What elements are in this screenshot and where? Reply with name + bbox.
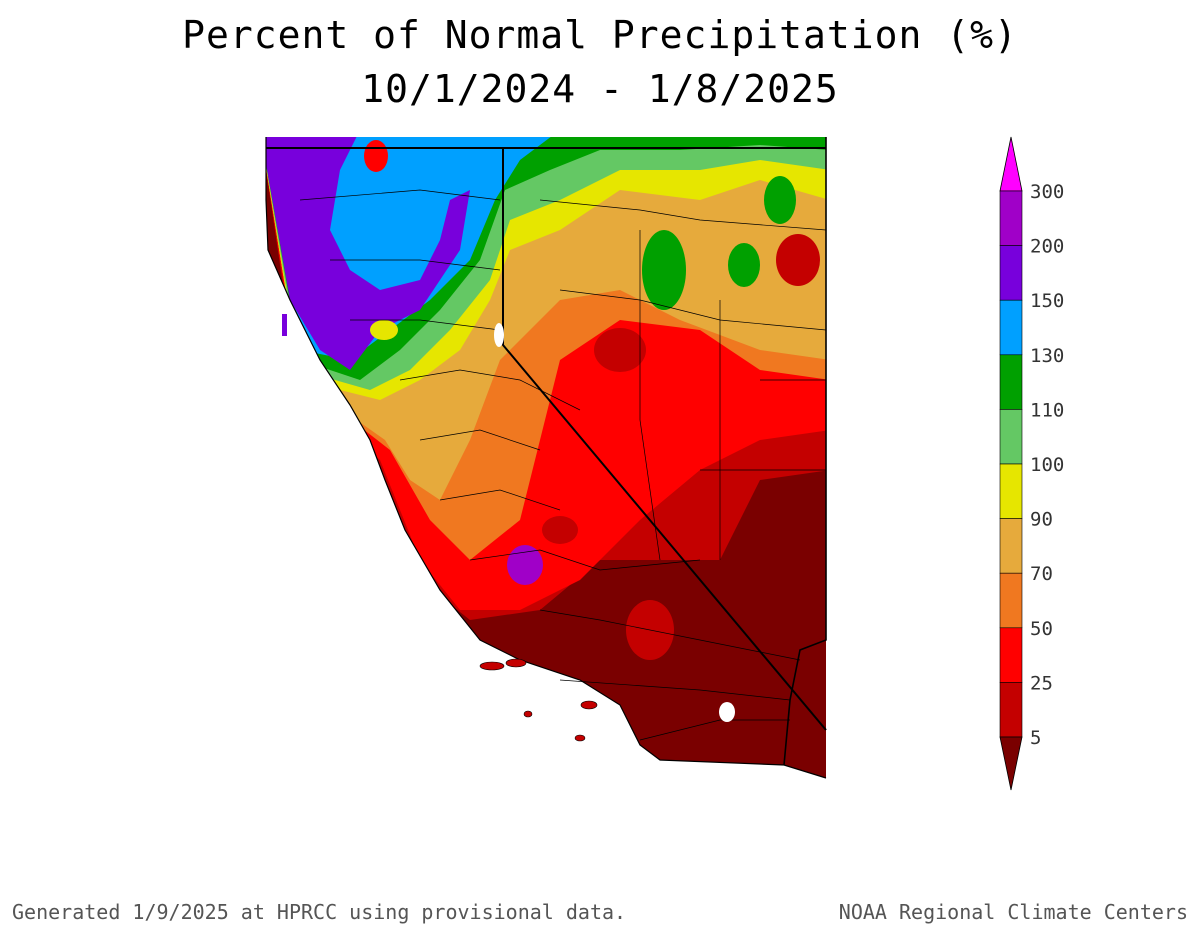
legend-swatch bbox=[999, 299, 1023, 356]
ca-nv-border bbox=[502, 148, 827, 731]
legend-label: 25 bbox=[1030, 672, 1053, 694]
field-200-300 bbox=[266, 137, 470, 370]
blob-green-nv-3 bbox=[764, 176, 796, 224]
legend-swatch bbox=[999, 354, 1023, 410]
blob-red-nv bbox=[776, 234, 820, 286]
offshore-marker bbox=[282, 314, 287, 336]
legend-top-arrow bbox=[999, 136, 1023, 192]
legend-swatch bbox=[999, 572, 1023, 629]
legend-swatch bbox=[999, 190, 1023, 246]
blob-green-nv bbox=[642, 230, 686, 310]
legend-label: 150 bbox=[1030, 290, 1064, 312]
salton-sea bbox=[719, 702, 735, 722]
legend-bottom-arrow bbox=[999, 736, 1023, 791]
blob-green-nv-2 bbox=[728, 243, 760, 287]
footer-source: NOAA Regional Climate Centers bbox=[838, 900, 1188, 924]
blob-red-nv-2 bbox=[594, 328, 646, 372]
legend-label: 90 bbox=[1030, 509, 1053, 531]
legend: 300 200 150 130 110 100 90 70 50 25 5 bbox=[999, 136, 1064, 791]
legend-swatch bbox=[999, 245, 1023, 301]
nv-az-border bbox=[783, 137, 827, 766]
legend-label: 300 bbox=[1030, 181, 1064, 203]
legend-label: 70 bbox=[1030, 563, 1053, 585]
blob-purple-ca bbox=[507, 545, 543, 585]
map-title: Percent of Normal Precipitation (%) bbox=[182, 13, 1018, 57]
legend-label: 5 bbox=[1030, 727, 1041, 749]
lake-tahoe bbox=[494, 323, 504, 347]
blob-red-ca bbox=[542, 516, 578, 544]
legend-swatch bbox=[999, 409, 1023, 465]
blob-red-norcal bbox=[364, 140, 388, 172]
blob-yellow-bay bbox=[370, 320, 398, 340]
county-lines bbox=[299, 189, 827, 741]
legend-swatch bbox=[999, 682, 1023, 738]
boundaries bbox=[265, 137, 827, 779]
coastline bbox=[265, 137, 827, 779]
map-date-range: 10/1/2024 - 1/8/2025 bbox=[361, 67, 839, 111]
legend-label: 50 bbox=[1030, 618, 1053, 640]
legend-swatch bbox=[999, 627, 1023, 683]
legend-swatch bbox=[999, 463, 1023, 519]
legend-label: 130 bbox=[1030, 345, 1064, 367]
footer-generated: Generated 1/9/2025 at HPRCC using provis… bbox=[12, 900, 627, 924]
channel-islands bbox=[479, 658, 598, 742]
legend-label: 110 bbox=[1030, 399, 1064, 421]
legend-label: 200 bbox=[1030, 236, 1064, 258]
legend-label: 100 bbox=[1030, 454, 1064, 476]
legend-swatch bbox=[999, 518, 1023, 574]
precipitation-field bbox=[266, 137, 826, 778]
